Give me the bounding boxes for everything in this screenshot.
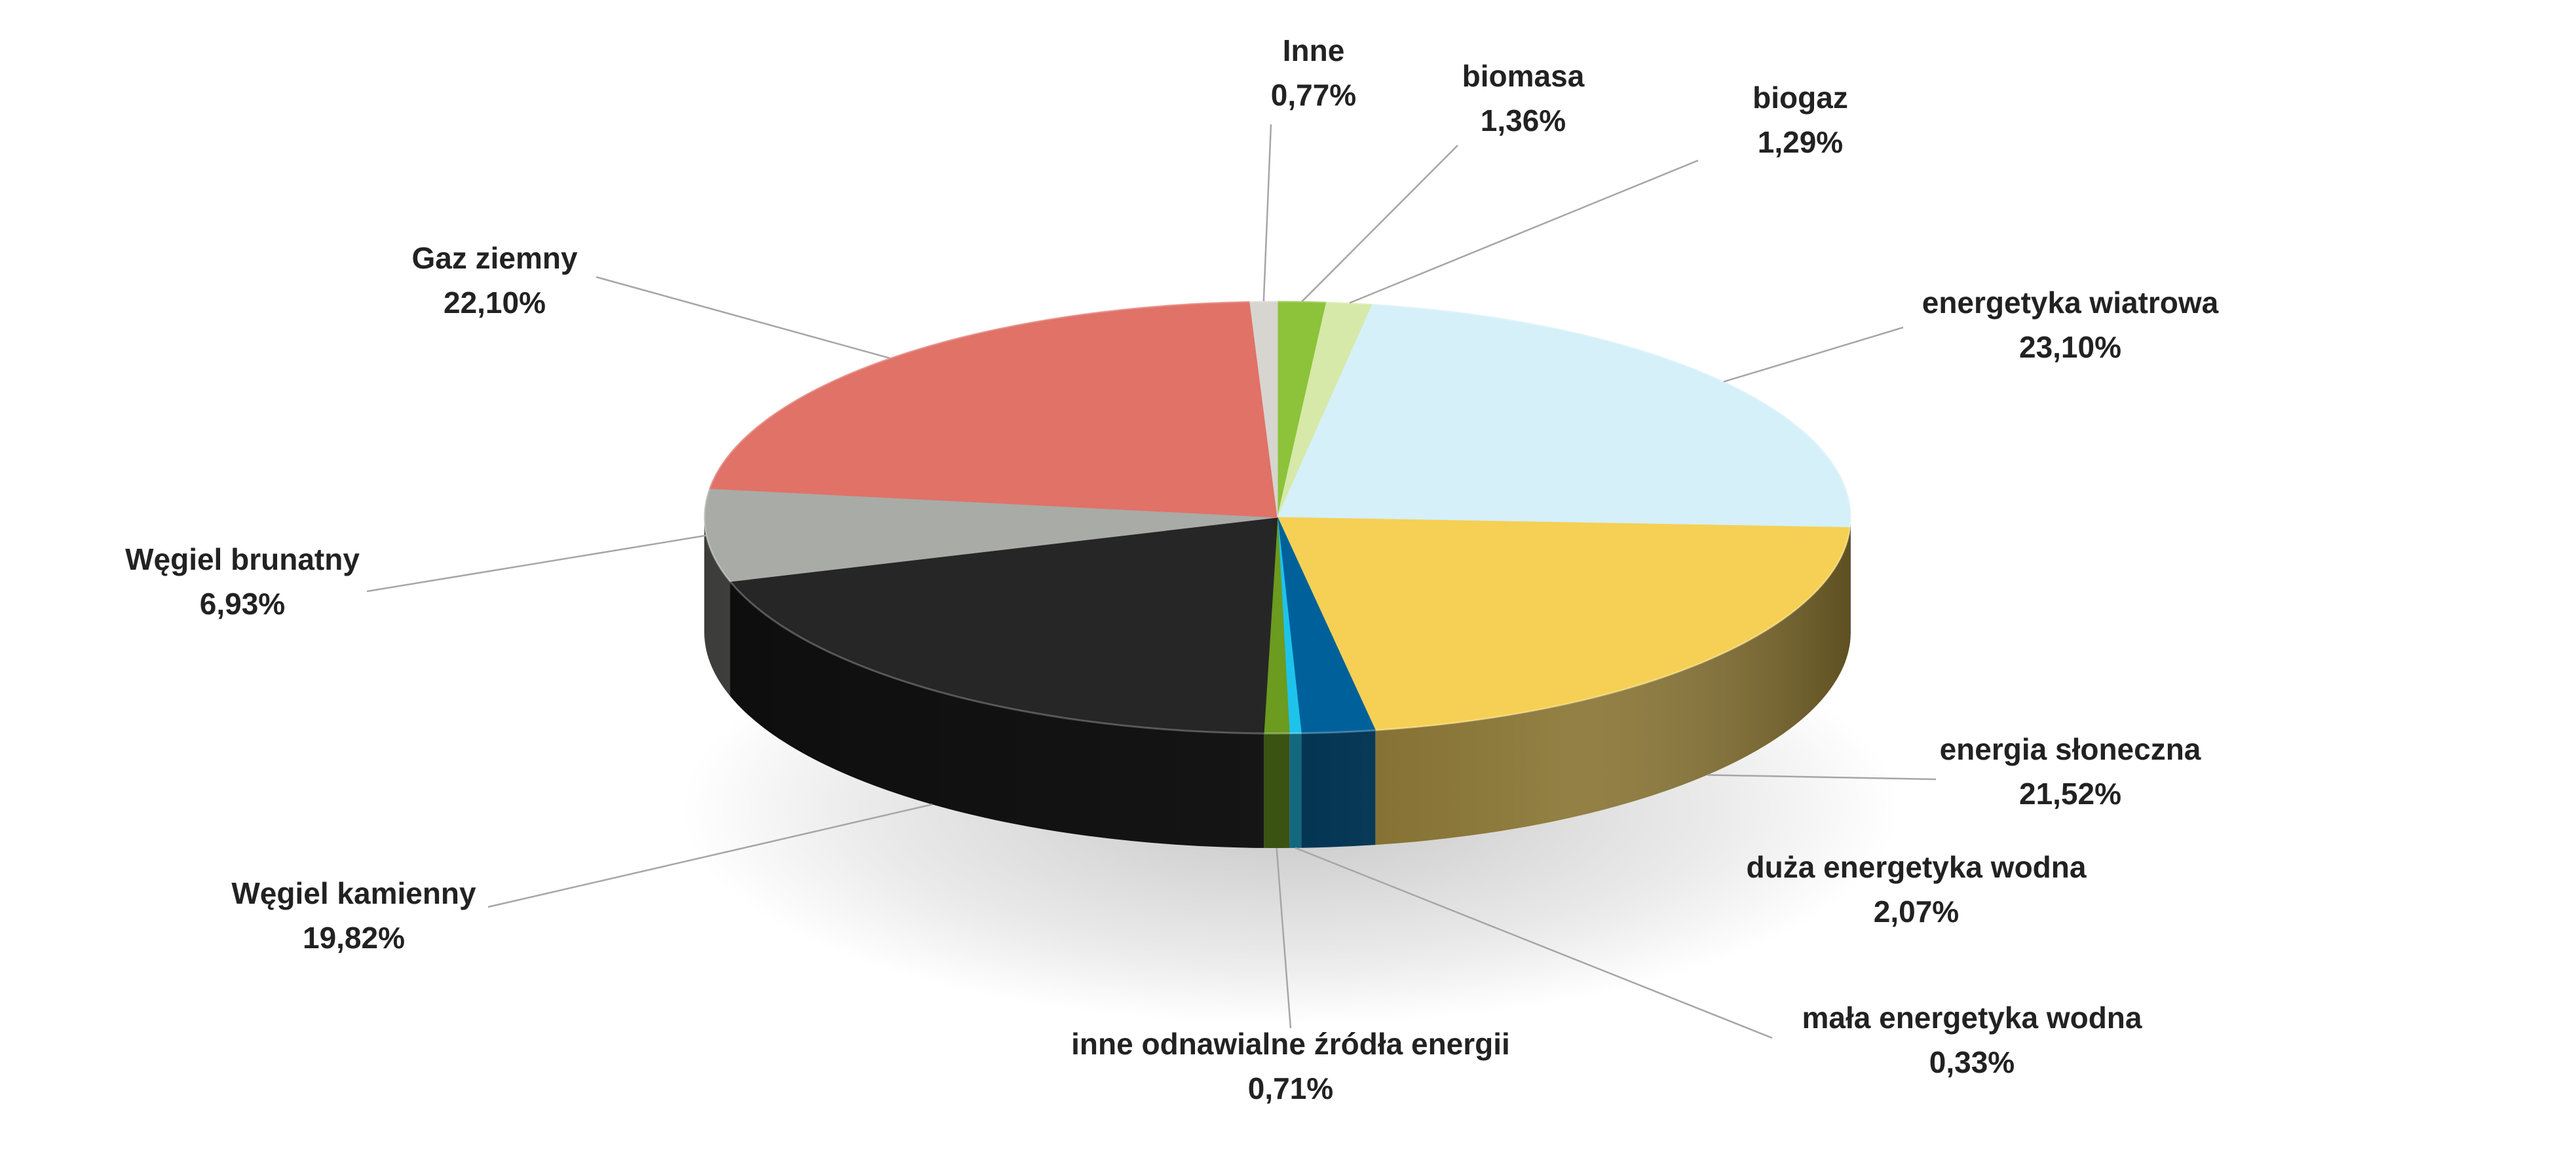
slice-label-duza-energetyka-wodna: duża energetyka wodna xyxy=(1747,850,2087,884)
slice-label-mala-energetyka-wodna: mała energetyka wodna xyxy=(1802,1001,2142,1035)
slice-value-inne: 0,77% xyxy=(1271,78,1356,112)
pie-slice-energia-sloneczna xyxy=(1277,517,1851,731)
slice-value-mala-energetyka-wodna: 0,33% xyxy=(1929,1045,2015,1079)
pie-side-shading xyxy=(704,517,1851,848)
leader-line-energetyka-wiatrowa xyxy=(1723,326,1904,383)
slice-label-energetyka-wiatrowa: energetyka wiatrowa xyxy=(1922,286,2219,320)
pie-slice-wegiel-kamienny xyxy=(729,517,1278,734)
slice-value-wegiel-kamienny: 19,82% xyxy=(303,921,405,955)
pie-slice-gaz-ziemny xyxy=(709,301,1278,518)
pie-top xyxy=(703,300,1852,735)
pie-rim xyxy=(703,300,1852,735)
slice-value-energetyka-wiatrowa: 23,10% xyxy=(2019,330,2121,364)
slice-label-gaz-ziemny: Gaz ziemny xyxy=(411,241,578,275)
slice-value-duza-energetyka-wodna: 2,07% xyxy=(1874,895,1959,929)
pie-sides xyxy=(704,517,1851,848)
leader-line-inne-odnawialne-zrodla-energii xyxy=(1276,847,1292,1029)
slice-label-inne: Inne xyxy=(1283,33,1345,67)
slice-value-gaz-ziemny: 22,10% xyxy=(444,286,546,320)
leader-line-biogaz xyxy=(1349,159,1699,304)
slice-label-wegiel-brunatny: Węgiel brunatny xyxy=(125,542,360,576)
leader-lines xyxy=(366,124,1937,1039)
slice-label-inne-odnawialne-zrodla-energii: inne odnawialne źródła energii xyxy=(1071,1027,1510,1061)
slice-label-energia-sloneczna: energia słoneczna xyxy=(1940,732,2201,766)
slice-value-biogaz: 1,29% xyxy=(1758,125,1843,159)
leader-line-mala-energetyka-wodna xyxy=(1295,847,1773,1039)
leader-line-inne xyxy=(1262,124,1272,302)
pie-slice-energetyka-wiatrowa xyxy=(1277,304,1851,528)
slice-label-biogaz: biogaz xyxy=(1752,81,1848,115)
leader-line-biomasa xyxy=(1301,145,1458,303)
leader-line-energia-sloneczna xyxy=(1707,774,1937,781)
slice-value-energia-sloneczna: 21,52% xyxy=(2019,777,2121,811)
slice-value-inne-odnawialne-zrodla-energii: 0,71% xyxy=(1248,1071,1333,1105)
slice-value-biomasa: 1,36% xyxy=(1481,103,1566,138)
slice-labels: biomasa 1,36% biogaz 1,29% energetyka wiatro… xyxy=(125,33,2219,1105)
slice-label-biomasa: biomasa xyxy=(1462,59,1585,93)
leader-line-wegiel-kamienny xyxy=(487,804,933,908)
slice-value-wegiel-brunatny: 6,93% xyxy=(200,587,285,621)
slice-label-wegiel-kamienny: Węgiel kamienny xyxy=(231,876,476,910)
leader-line-wegiel-brunatny xyxy=(366,534,707,593)
leader-line-gaz-ziemny xyxy=(596,276,890,360)
